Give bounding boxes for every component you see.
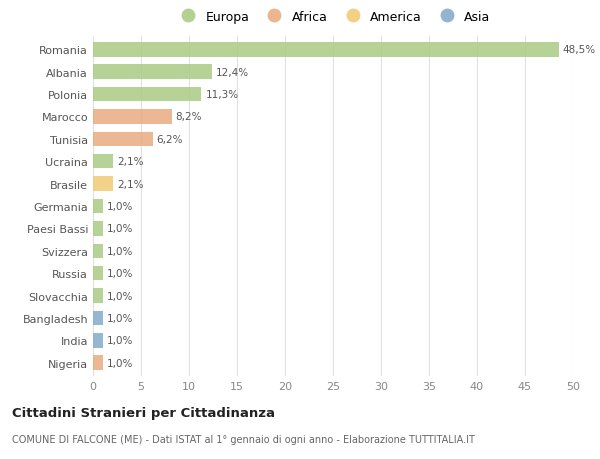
Bar bbox=[93, 333, 103, 348]
Text: 11,3%: 11,3% bbox=[205, 90, 238, 100]
Text: Cittadini Stranieri per Cittadinanza: Cittadini Stranieri per Cittadinanza bbox=[12, 406, 275, 419]
Text: 1,0%: 1,0% bbox=[106, 202, 133, 212]
Bar bbox=[93, 132, 152, 147]
Bar bbox=[93, 266, 103, 281]
Text: COMUNE DI FALCONE (ME) - Dati ISTAT al 1° gennaio di ogni anno - Elaborazione TU: COMUNE DI FALCONE (ME) - Dati ISTAT al 1… bbox=[12, 434, 475, 444]
Bar bbox=[93, 155, 113, 169]
Bar bbox=[93, 110, 172, 124]
Bar bbox=[93, 222, 103, 236]
Text: 1,0%: 1,0% bbox=[106, 291, 133, 301]
Text: 1,0%: 1,0% bbox=[106, 336, 133, 346]
Bar bbox=[93, 177, 113, 191]
Legend: Europa, Africa, America, Asia: Europa, Africa, America, Asia bbox=[175, 11, 491, 24]
Bar bbox=[93, 65, 212, 80]
Text: 8,2%: 8,2% bbox=[176, 112, 202, 122]
Bar bbox=[93, 88, 202, 102]
Text: 1,0%: 1,0% bbox=[106, 224, 133, 234]
Text: 6,2%: 6,2% bbox=[157, 134, 183, 145]
Text: 1,0%: 1,0% bbox=[106, 246, 133, 256]
Text: 2,1%: 2,1% bbox=[117, 179, 143, 189]
Bar bbox=[93, 356, 103, 370]
Text: 1,0%: 1,0% bbox=[106, 313, 133, 323]
Bar bbox=[93, 244, 103, 258]
Text: 12,4%: 12,4% bbox=[216, 67, 249, 78]
Bar bbox=[93, 199, 103, 214]
Bar bbox=[93, 311, 103, 325]
Text: 1,0%: 1,0% bbox=[106, 358, 133, 368]
Text: 48,5%: 48,5% bbox=[562, 45, 596, 55]
Bar bbox=[93, 43, 559, 57]
Text: 1,0%: 1,0% bbox=[106, 269, 133, 279]
Text: 2,1%: 2,1% bbox=[117, 157, 143, 167]
Bar bbox=[93, 289, 103, 303]
